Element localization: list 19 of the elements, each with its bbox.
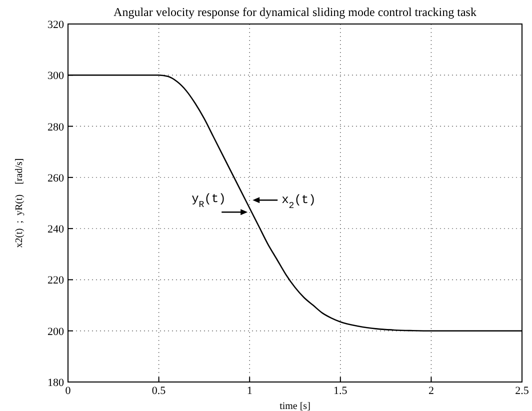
y-tick-label: 300 [48, 70, 64, 82]
y-axis-title: x2(t) ; yR(t) [rad/s] [14, 158, 25, 248]
x-tick-label: 0 [65, 385, 72, 397]
annotation: y$_{R}$(t) [192, 192, 226, 210]
x-tick-label: 1.5 [334, 385, 348, 397]
x-tick-label: 0.5 [152, 385, 166, 397]
y-tick-label: 180 [48, 377, 64, 389]
x-tick-label: 2.5 [515, 385, 530, 397]
y-tick-label: 220 [48, 274, 64, 287]
y-tick-label: 240 [48, 224, 64, 236]
y-tick-label: 200 [48, 326, 64, 338]
y-tick-label: 320 [48, 19, 64, 31]
x-tick-label: 1 [246, 385, 252, 397]
x-axis-title: time [s] [280, 401, 310, 411]
chart-title: Angular velocity response for dynamical sliding mode control tracking task [114, 5, 476, 19]
y-tick-label: 280 [48, 121, 64, 134]
y-tick-label: 260 [48, 172, 64, 184]
x-tick-label: 2 [428, 385, 434, 397]
annotation: x$_{2}$(t) [282, 193, 316, 212]
